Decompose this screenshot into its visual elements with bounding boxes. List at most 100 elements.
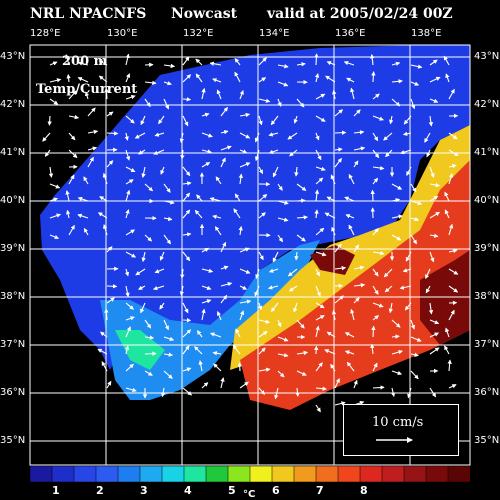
current-arrow (325, 75, 336, 83)
current-arrow (410, 370, 419, 380)
current-arrow (144, 370, 153, 376)
current-arrow (448, 88, 455, 100)
current-arrow (138, 285, 146, 290)
current-arrow (428, 115, 434, 127)
current-arrow (448, 248, 458, 254)
current-arrow (239, 268, 251, 274)
current-arrow (372, 165, 385, 171)
current-vectors (42, 53, 460, 416)
current-arrow (353, 109, 361, 117)
current-arrow (372, 227, 379, 236)
current-arrow (383, 268, 393, 278)
current-arrow (125, 166, 136, 173)
current-arrow (258, 331, 268, 338)
current-arrow (42, 132, 51, 142)
current-arrow (391, 183, 403, 190)
current-arrow (163, 319, 169, 331)
current-arrow (343, 60, 355, 66)
current-arrow (277, 81, 289, 87)
current-arrow (125, 53, 130, 66)
colorbar-swatch (271, 466, 295, 482)
current-arrow (277, 319, 282, 328)
current-arrow (209, 61, 222, 66)
current-arrow (346, 361, 355, 372)
current-arrow (429, 347, 440, 355)
current-arrow (410, 98, 416, 110)
current-arrow (334, 130, 347, 135)
colorbar-swatch (205, 466, 229, 482)
current-arrow (212, 351, 222, 356)
current-arrow (267, 285, 279, 290)
current-arrow (277, 183, 283, 191)
current-arrow (258, 115, 263, 126)
current-arrow (371, 71, 376, 83)
current-arrow (372, 268, 379, 277)
colorbar-tick: 3 (140, 484, 148, 497)
current-arrow (353, 146, 366, 151)
current-arrow (124, 268, 130, 277)
current-arrow (372, 315, 380, 321)
current-arrow (106, 297, 115, 304)
current-arrow (444, 209, 450, 219)
current-arrow (287, 268, 298, 277)
current-arrow (448, 285, 459, 293)
current-arrow (277, 353, 289, 358)
colorbar-tick: 4 (184, 484, 192, 497)
current-arrow (410, 64, 423, 69)
current-arrow (391, 334, 400, 339)
lat-tick-right: 37°N (474, 339, 500, 350)
colorbar-swatch (447, 466, 470, 482)
colorbar-swatch (183, 466, 207, 482)
current-arrow (383, 132, 393, 141)
current-arrow (372, 93, 380, 100)
current-arrow (277, 234, 283, 243)
colorbar-swatch (30, 466, 53, 482)
ocean-cold (40, 45, 470, 370)
current-arrow (410, 234, 417, 245)
current-arrow (350, 308, 355, 321)
current-arrow (257, 302, 263, 311)
current-arrow (389, 115, 394, 125)
lat-tick-left: 37°N (0, 339, 26, 350)
lon-tick: 130°E (107, 28, 138, 39)
current-arrow (201, 308, 206, 321)
lat-tick-right: 42°N (474, 99, 500, 110)
current-arrow (258, 57, 267, 66)
current-arrow (68, 174, 75, 185)
current-arrow (87, 156, 94, 168)
current-arrow (296, 319, 305, 329)
current-arrow (125, 73, 131, 83)
current-arrow (125, 363, 134, 372)
current-arrow (239, 90, 244, 100)
current-arrow (444, 191, 450, 202)
current-arrow (399, 285, 412, 290)
current-arrow (370, 343, 375, 355)
current-arrow (348, 173, 355, 185)
current-arrow (370, 53, 375, 66)
ocean-mild (115, 330, 165, 370)
current-arrow (324, 349, 336, 355)
current-arrow (258, 319, 271, 324)
lon-tick: 138°E (411, 28, 442, 39)
current-arrow (448, 172, 454, 185)
current-arrow (315, 362, 323, 372)
current-arrow (212, 214, 222, 220)
current-arrow (293, 302, 298, 313)
current-arrow (429, 251, 435, 263)
current-arrow (106, 111, 114, 117)
colorbar-tick: 2 (96, 484, 104, 497)
current-arrow (258, 98, 271, 103)
current-arrow (315, 149, 322, 161)
current-arrow (429, 59, 438, 66)
current-arrow (410, 183, 417, 193)
current-arrow (201, 382, 209, 389)
current-arrow (334, 401, 346, 406)
current-arrow (445, 327, 450, 338)
colorbar-tick: 5 (228, 484, 236, 497)
current-arrow (334, 378, 340, 389)
current-arrow (144, 80, 157, 86)
current-arrow (140, 302, 146, 314)
current-arrow (315, 132, 320, 141)
current-arrow (287, 132, 298, 140)
lat-tick-right: 41°N (474, 147, 500, 158)
